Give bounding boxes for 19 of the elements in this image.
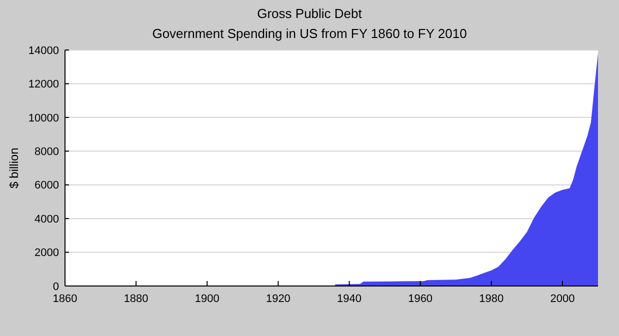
- y-tick-label: 6000: [34, 180, 59, 192]
- x-tick-label: 1960: [408, 293, 433, 305]
- y-tick-label: 8000: [34, 146, 59, 158]
- x-tick-label: 1860: [52, 293, 78, 305]
- y-tick-label: 0: [52, 280, 59, 293]
- x-tick-label: 1940: [337, 293, 362, 305]
- chart-title: Gross Public Debt: [257, 6, 362, 21]
- y-tick-label: 10000: [28, 112, 59, 124]
- y-tick-label: 4000: [34, 213, 59, 226]
- x-tick-label: 1880: [124, 293, 148, 305]
- x-tick-label: 1920: [266, 293, 290, 305]
- y-axis-title: $ billion: [7, 148, 21, 188]
- x-tick-label: 2000: [550, 293, 575, 305]
- x-tick-label: 1980: [479, 293, 504, 305]
- x-tick-label: 1900: [194, 293, 220, 305]
- y-tick-label: 12000: [28, 78, 59, 91]
- y-tick-label: 14000: [28, 44, 59, 57]
- y-tick-label: 2000: [34, 247, 59, 260]
- chart-subtitle: Government Spending in US from FY 1860 to FY 2010: [152, 26, 467, 41]
